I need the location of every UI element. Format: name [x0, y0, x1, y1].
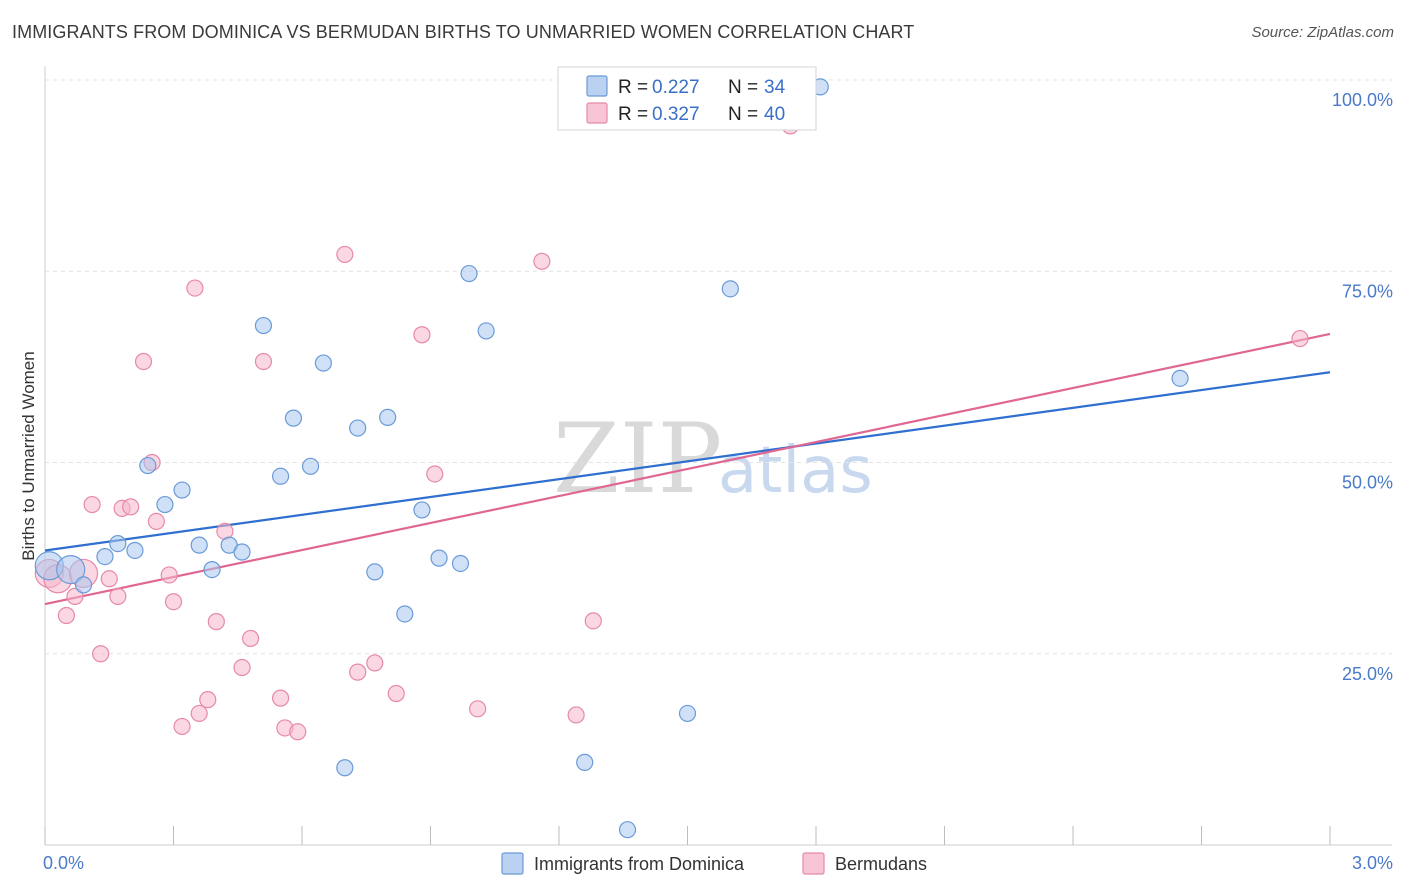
legend-swatch-bermudans: [586, 102, 608, 124]
y-axis-label: Births to Unmarried Women: [19, 351, 38, 560]
grid-lines: [45, 79, 1392, 655]
x-tick-labels: 0.0% 3.0%: [43, 853, 1393, 873]
source-label: Source: ZipAtlas.com: [1251, 24, 1394, 41]
legend-n-value-bermudans: 40: [764, 104, 785, 125]
trend-line-bermudans: [44, 332, 1331, 606]
point-bermudans: [584, 612, 602, 630]
point-bermudans: [92, 645, 110, 663]
stats-legend: R = 0.227 N = 34 R = 0.327 N = 40: [557, 66, 817, 131]
point-dominica: [1171, 369, 1189, 387]
point-dominica: [254, 316, 273, 335]
point-dominica: [314, 354, 333, 372]
watermark-atlas: atlas: [718, 434, 873, 508]
point-bermudans: [190, 704, 208, 723]
point-bermudans: [289, 723, 307, 741]
point-dominica: [721, 280, 739, 298]
legend-r-label-dominica: R =: [618, 77, 648, 98]
point-dominica: [477, 322, 495, 340]
y-tick-label: 75.0%: [1342, 281, 1393, 301]
point-bermudans: [122, 498, 140, 516]
point-bermudans: [387, 684, 405, 703]
point-bermudans: [164, 593, 183, 611]
point-bermudans: [109, 587, 127, 605]
point-dominica: [173, 481, 191, 499]
point-dominica: [74, 576, 93, 594]
y-tick-label: 25.0%: [1342, 664, 1393, 684]
watermark-zip: ZIP: [553, 403, 722, 515]
point-dominica: [139, 456, 157, 475]
point-dominica: [156, 495, 174, 514]
point-bermudans: [186, 279, 204, 297]
point-bermudans: [469, 700, 487, 718]
legend-r-value-bermudans: 0.327: [652, 104, 700, 125]
point-bermudans: [567, 706, 585, 724]
point-dominica: [618, 821, 637, 839]
point-dominica: [366, 563, 384, 581]
point-bermudans: [173, 717, 191, 736]
legend-n-label-bermudans: N =: [728, 104, 758, 125]
chart-title: IMMIGRANTS FROM DOMINICA VS BERMUDAN BIR…: [12, 22, 915, 42]
legend-n-label-dominica: N =: [728, 77, 758, 98]
point-dominica: [451, 554, 470, 573]
point-dominica: [396, 605, 414, 623]
legend-n-value-dominica: 34: [764, 77, 786, 98]
point-dominica: [413, 501, 431, 519]
series-legend: Immigrants from Dominica Bermudans: [501, 852, 927, 875]
point-dominica: [284, 409, 303, 427]
trend-lines: [44, 332, 1331, 606]
point-dominica: [430, 549, 448, 567]
point-bermudans: [207, 613, 225, 631]
point-bermudans: [242, 629, 260, 648]
y-tick-labels: 25.0% 50.0% 75.0% 100.0%: [1332, 90, 1393, 684]
point-bermudans: [66, 587, 84, 605]
point-dominica: [126, 541, 144, 560]
legend-r-value-dominica: 0.227: [652, 77, 700, 98]
trend-line-dominica: [44, 371, 1331, 552]
point-dominica: [301, 457, 320, 475]
legend-r-label-bermudans: R =: [618, 104, 648, 125]
point-bermudans: [254, 352, 273, 371]
point-bermudans: [413, 326, 431, 344]
point-bermudans: [147, 512, 165, 531]
point-bermudans: [336, 245, 354, 264]
point-bermudans: [366, 654, 384, 672]
point-bermudans: [233, 658, 251, 677]
point-bermudans: [57, 606, 76, 625]
bottom-legend-swatch-dominica: [501, 852, 524, 875]
bottom-legend-swatch-bermudans: [802, 852, 825, 875]
point-bermudans: [1291, 329, 1309, 348]
point-bermudans: [134, 352, 153, 371]
point-dominica: [203, 560, 221, 579]
y-tick-label: 50.0%: [1342, 473, 1393, 493]
point-dominica: [96, 547, 114, 566]
point-bermudans: [271, 689, 290, 707]
point-bermudans: [426, 465, 444, 483]
point-dominica: [460, 264, 478, 283]
point-dominica: [336, 759, 354, 777]
x-tick-label: 3.0%: [1352, 853, 1393, 873]
x-tick-label: 0.0%: [43, 853, 84, 873]
point-bermudans: [160, 566, 178, 584]
y-tick-label: 100.0%: [1332, 90, 1393, 110]
point-bermudans: [83, 495, 101, 514]
point-bermudans: [349, 663, 367, 681]
point-dominica: [379, 408, 397, 426]
point-dominica: [349, 419, 367, 437]
point-dominica: [56, 554, 86, 585]
point-dominica: [233, 543, 251, 561]
point-bermudans: [199, 691, 217, 709]
bottom-legend-label-bermudans: Bermudans: [835, 854, 927, 874]
point-bermudans: [100, 570, 118, 588]
legend-swatch-dominica: [586, 75, 608, 97]
point-bermudans: [533, 252, 551, 270]
point-dominica: [190, 536, 208, 554]
point-dominica: [271, 467, 290, 485]
point-dominica: [109, 534, 127, 553]
bottom-legend-label-dominica: Immigrants from Dominica: [534, 854, 745, 874]
point-dominica: [678, 704, 697, 723]
axes: [44, 66, 1392, 846]
point-dominica: [576, 753, 594, 771]
